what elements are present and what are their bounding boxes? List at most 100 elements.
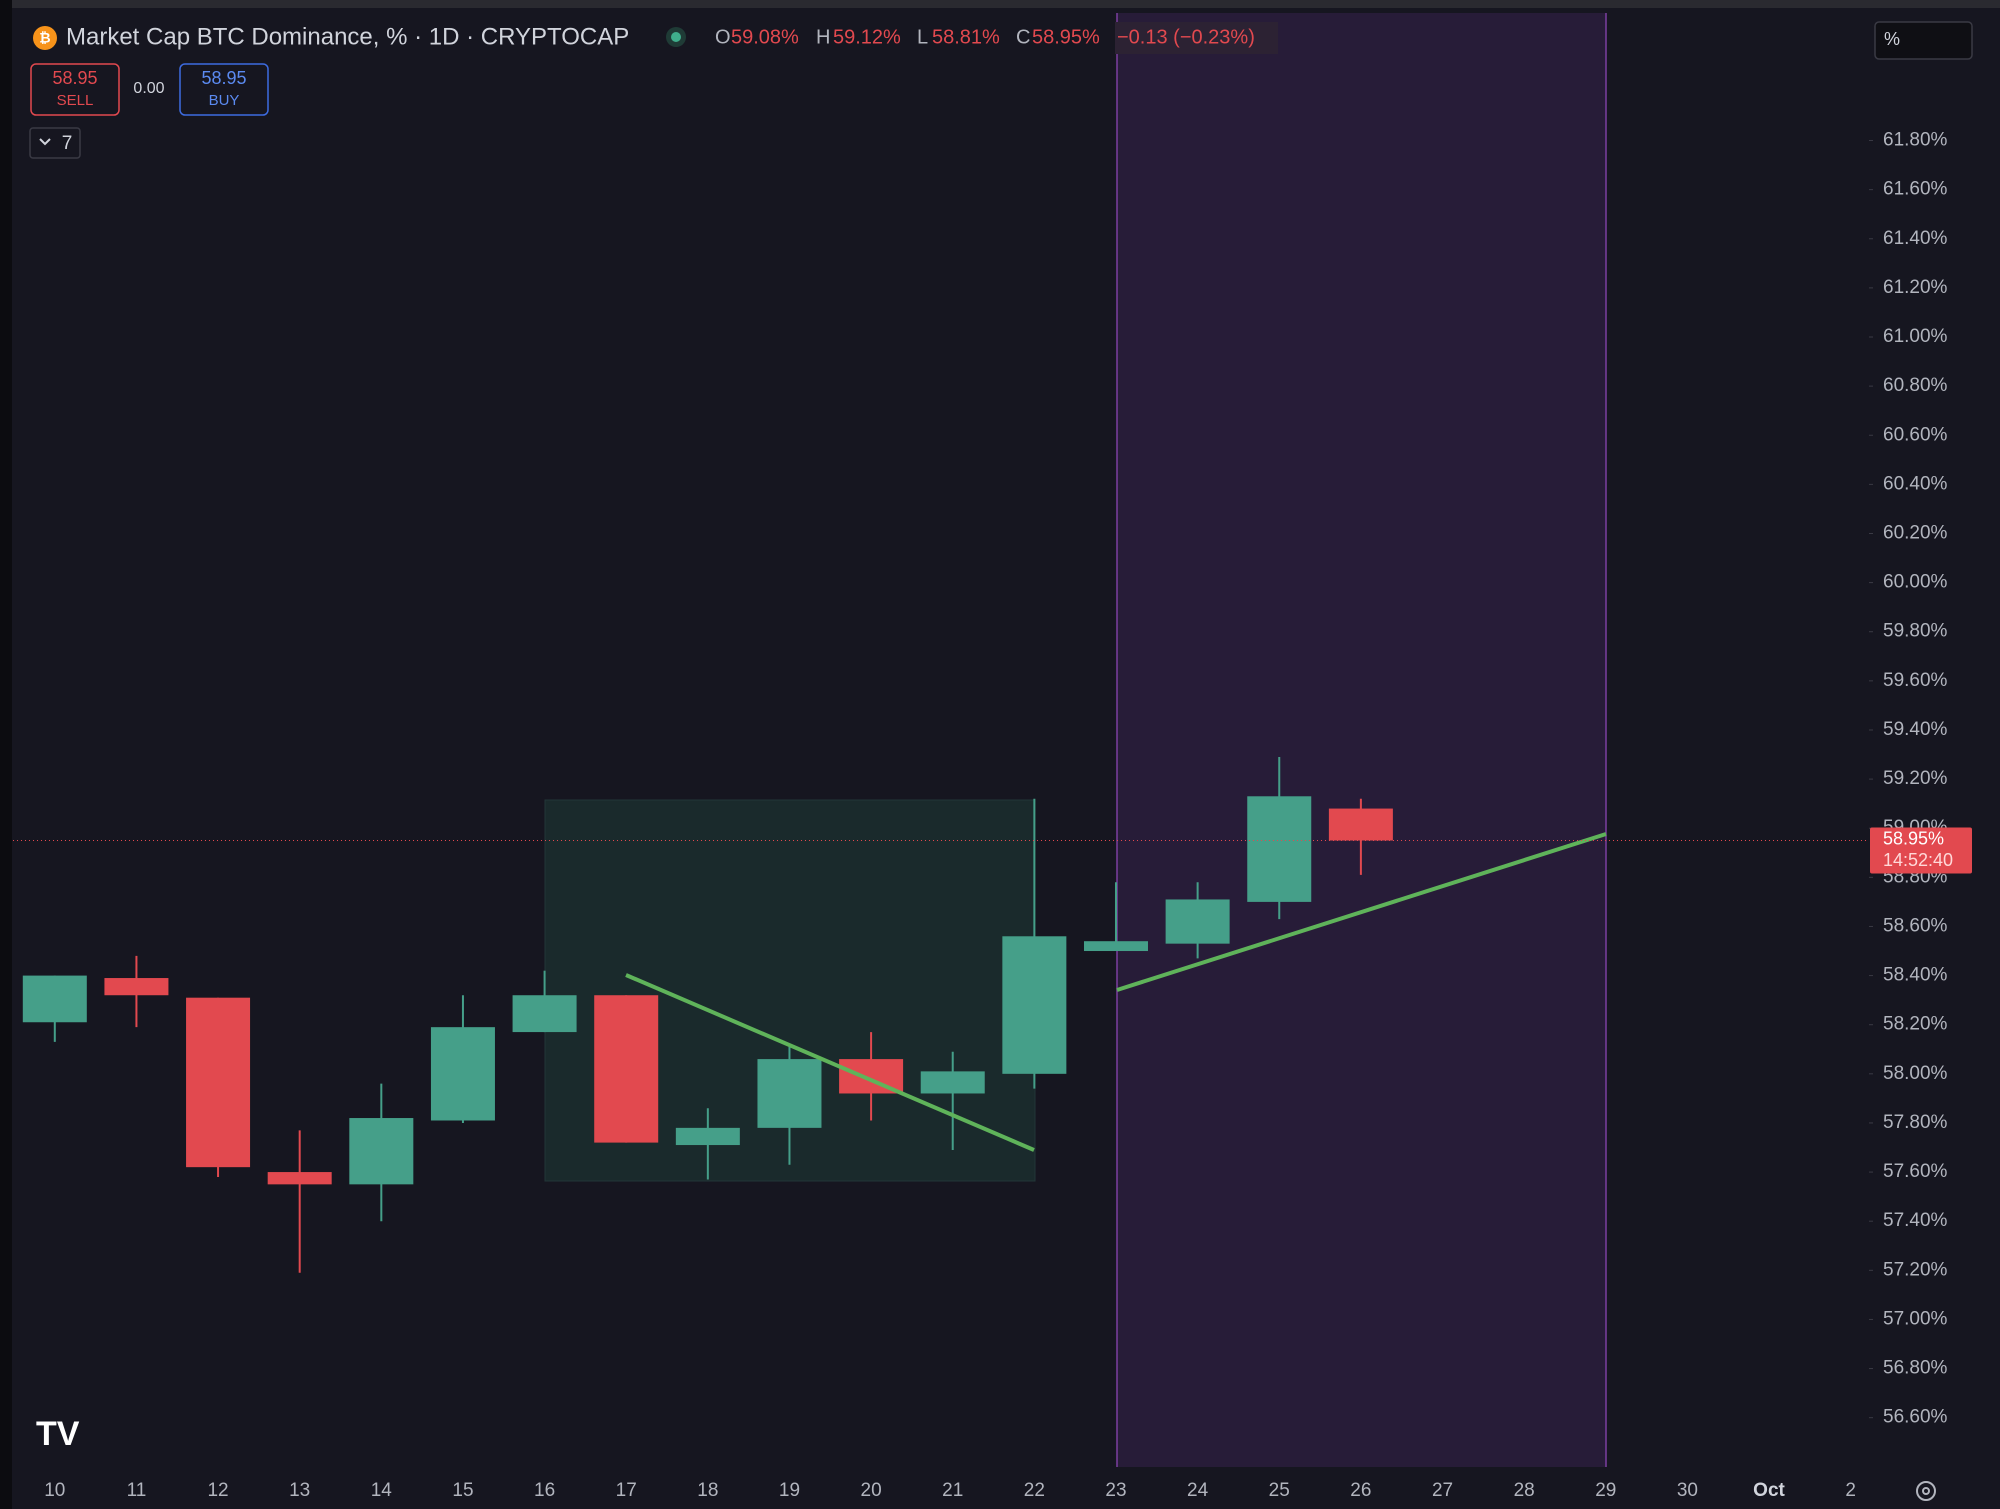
x-tick-label: 22: [1024, 1480, 1045, 1501]
ohlc-label: O: [715, 26, 731, 48]
y-tick-label: 59.40%: [1883, 719, 1948, 740]
y-tick-label: 58.00%: [1883, 1063, 1948, 1084]
x-tick-label: 29: [1595, 1480, 1616, 1501]
scale-mode: %: [1884, 29, 1900, 49]
ohlc-label: H: [816, 26, 830, 48]
y-tick-label: 60.20%: [1883, 523, 1948, 544]
x-tick-label: 21: [942, 1480, 963, 1501]
x-tick-label: 16: [534, 1480, 555, 1501]
spread: 0.00: [133, 80, 164, 97]
trend-line: [1116, 832, 1607, 992]
ohlc-value: 59.12%: [833, 26, 901, 48]
y-tick-label: 57.20%: [1883, 1259, 1948, 1280]
x-tick-label: 11: [127, 1480, 147, 1501]
last-price-box: [1870, 827, 1972, 874]
y-tick-label: 60.80%: [1883, 375, 1948, 396]
status-dot: [671, 32, 681, 42]
x-tick-label: 30: [1677, 1480, 1698, 1501]
candle-body: [267, 1172, 332, 1185]
buy-label: BUY: [209, 92, 240, 109]
scale-mode-box[interactable]: [1874, 21, 1973, 60]
y-tick-label: 60.00%: [1883, 572, 1948, 593]
y-tick-label: 61.40%: [1883, 228, 1948, 249]
settings-icon[interactable]: [1916, 1481, 1936, 1501]
x-tick-label: 19: [779, 1480, 800, 1501]
candle-body: [675, 1127, 740, 1146]
x-tick-label: 25: [1269, 1480, 1290, 1501]
x-tick-label: 17: [616, 1480, 637, 1501]
ohlc-change: −0.13 (−0.23%): [1117, 26, 1255, 48]
x-tick-label: 20: [861, 1480, 882, 1501]
y-tick-label: 56.60%: [1883, 1407, 1948, 1428]
plot-area: [22, 756, 1393, 1273]
y-tick-label: 61.60%: [1883, 179, 1948, 200]
buy-button[interactable]: [179, 63, 269, 116]
candle-body: [920, 1071, 985, 1094]
y-tick-label: 61.80%: [1883, 130, 1948, 151]
y-tick-label: 57.60%: [1883, 1161, 1948, 1182]
y-tick-label: 59.20%: [1883, 768, 1948, 789]
candle-body: [22, 975, 87, 1023]
candle-body: [349, 1118, 414, 1185]
sell-price: 58.95: [52, 68, 97, 88]
x-tick-label: 28: [1514, 1480, 1535, 1501]
sell-button[interactable]: [30, 63, 120, 116]
left-border: [0, 0, 12, 1509]
candle-body: [1328, 808, 1393, 841]
x-tick-label: 23: [1105, 1480, 1126, 1501]
top-border: [0, 0, 2000, 8]
indicators-toggle[interactable]: [29, 127, 81, 159]
y-tick-label: 56.80%: [1883, 1358, 1948, 1379]
candle-body: [1083, 941, 1148, 952]
candle-body: [1002, 936, 1067, 1074]
x-tick-label: 24: [1187, 1480, 1209, 1501]
x-tick-label: 14: [371, 1480, 393, 1501]
y-tick-label: 61.20%: [1883, 277, 1948, 298]
y-tick-label: 60.60%: [1883, 424, 1948, 445]
y-tick-label: 58.20%: [1883, 1014, 1948, 1035]
settings-icon-center: [1922, 1487, 1930, 1495]
trend-line: [625, 973, 1035, 1152]
candle-body: [757, 1059, 822, 1128]
ohlc-value: 59.08%: [731, 26, 799, 48]
ohlc-label: C: [1016, 26, 1030, 48]
candle-body: [594, 995, 659, 1143]
candle-body: [512, 995, 577, 1033]
candle-body: [430, 1027, 495, 1121]
y-tick-label: 57.00%: [1883, 1308, 1948, 1329]
x-tick-label: 10: [44, 1480, 65, 1501]
candle-body: [1165, 899, 1230, 944]
x-tick-label: 27: [1432, 1480, 1453, 1501]
coin-icon-glyph: ₿: [39, 30, 50, 46]
countdown: 14:52:40: [1883, 850, 1953, 870]
highlight-band: [1117, 13, 1606, 1467]
tv-logo: TV: [36, 1415, 80, 1453]
x-tick-label: 13: [289, 1480, 310, 1501]
candle-body: [186, 997, 251, 1168]
x-tick-label: Oct: [1753, 1480, 1785, 1501]
y-tick-label: 61.00%: [1883, 326, 1948, 347]
candle-body: [1247, 796, 1312, 902]
candle-body: [104, 978, 169, 996]
ohlc-value: 58.81%: [932, 26, 1000, 48]
x-tick-label: 18: [697, 1480, 718, 1501]
y-tick-label: 60.40%: [1883, 473, 1948, 494]
change-bg: [1115, 22, 1278, 54]
y-tick-label: 58.40%: [1883, 965, 1948, 986]
last-price-label: 58.95%: [1883, 829, 1944, 849]
y-tick-label: 58.60%: [1883, 915, 1948, 936]
x-tick-label: 15: [452, 1480, 473, 1501]
ohlc-value: 58.95%: [1032, 26, 1100, 48]
coin-icon: [33, 26, 57, 50]
ohlc-label: L: [917, 26, 928, 48]
y-tick-label: 59.60%: [1883, 670, 1948, 691]
buy-price: 58.95: [201, 68, 246, 88]
chart-title: Market Cap BTC Dominance, % · 1D · CRYPT…: [66, 23, 629, 50]
indicators-count: 7: [62, 133, 73, 154]
y-tick-label: 57.40%: [1883, 1210, 1948, 1231]
x-tick-label: 26: [1350, 1480, 1371, 1501]
y-tick-label: 57.80%: [1883, 1112, 1948, 1133]
x-tick-label: 2: [1845, 1480, 1856, 1501]
